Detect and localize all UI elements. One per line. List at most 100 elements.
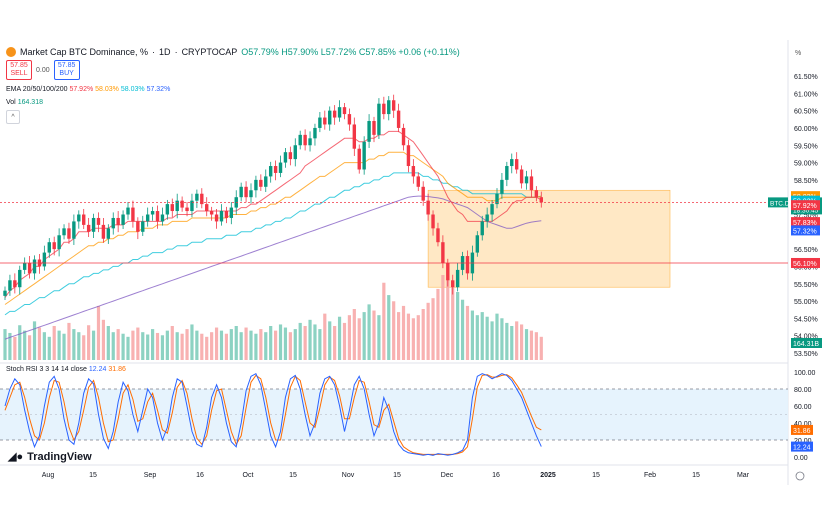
candle-body: [436, 228, 440, 243]
candle-body: [131, 207, 135, 222]
candle-body: [387, 100, 391, 115]
candle-body: [268, 166, 273, 177]
sell-price: 57.85: [10, 62, 28, 69]
time-tick-label: Mar: [737, 472, 750, 479]
collapse-legend-button[interactable]: ^: [6, 110, 20, 124]
volume-bar: [510, 326, 514, 360]
candle-body: [273, 166, 278, 173]
candle-body: [382, 103, 386, 115]
candle-body: [505, 166, 509, 180]
candle-body: [485, 214, 489, 222]
candle-body: [254, 179, 258, 191]
time-tick-label: 15: [692, 472, 700, 479]
volume-bar: [470, 310, 474, 360]
ema-legend[interactable]: EMA 20/50/100/200 57.92% 58.03% 58.03% 5…: [6, 86, 170, 93]
tradingview-mark-icon: ◢●: [8, 451, 24, 463]
stoch-rsi-d-value: 31.86: [108, 366, 126, 373]
time-tick-label: 2025: [540, 472, 556, 479]
candle-body: [426, 200, 430, 215]
candle-body: [539, 197, 543, 203]
settings-gear-icon: [795, 471, 805, 481]
sell-button[interactable]: 57.85 SELL: [6, 60, 32, 80]
volume-bar: [392, 301, 396, 360]
candle-body: [22, 262, 27, 270]
symbol-tag-bg: [768, 197, 788, 208]
symbol-title[interactable]: Market Cap BTC Dominance, %: [20, 47, 149, 57]
candle-body: [323, 117, 327, 125]
candle-body: [91, 217, 96, 232]
volume-bar: [485, 316, 489, 360]
interval-label[interactable]: 1D: [159, 47, 171, 57]
time-tick-label: Aug: [42, 472, 55, 479]
volume-bar: [387, 295, 391, 360]
candle-body: [62, 228, 66, 236]
zone-layer: [427, 189, 671, 288]
candle-body: [52, 242, 56, 250]
candle-body: [372, 121, 376, 135]
rsi-value-tag-label: 12.24: [793, 445, 811, 452]
candle-body: [451, 280, 455, 288]
candle-body: [175, 200, 179, 212]
volume-bar: [42, 332, 46, 360]
volume-bar: [416, 315, 420, 360]
volume-bar: [411, 318, 415, 360]
volume-legend[interactable]: Vol 164.318: [6, 99, 43, 106]
time-tick-label: 15: [89, 472, 97, 479]
candle-body: [72, 221, 76, 239]
btc-logo-icon: [6, 47, 16, 57]
symbol-tag-label: BTC.D: [770, 200, 790, 207]
rsi-value-tag-bg: [791, 441, 813, 452]
price-tick-label: 55.50%: [794, 282, 818, 289]
rsi-tick-label: 0.00: [794, 455, 808, 462]
volume-bar: [515, 321, 519, 360]
volume-bar: [524, 329, 529, 360]
price-tick-label: 54.50%: [794, 316, 818, 323]
volume-bar: [406, 313, 411, 360]
candle-body: [209, 211, 214, 215]
ema-legend-title: EMA 20/50/100/200: [6, 86, 68, 93]
candle-body: [145, 214, 150, 222]
volume-bar: [318, 329, 322, 360]
candle-body: [391, 100, 396, 111]
volume-bar: [160, 335, 165, 360]
volume-bar: [367, 304, 371, 360]
time-tick-label: Feb: [644, 472, 656, 479]
volume-bar: [431, 298, 435, 360]
candle-body: [18, 269, 22, 288]
price-tick-label: 59.00%: [794, 161, 818, 168]
candle-body: [519, 169, 524, 184]
candle-body: [205, 204, 209, 212]
ema20-value: 57.92%: [69, 86, 94, 93]
countdown-label: 18:30:45: [793, 207, 819, 214]
volume-bar: [293, 329, 297, 360]
volume-bar: [505, 322, 509, 360]
candle-body: [357, 148, 361, 170]
candle-body: [416, 176, 420, 187]
axis-tag-bg: [791, 217, 820, 228]
candle-body: [352, 124, 357, 149]
rsi-value-tag-label: 31.86: [793, 428, 811, 435]
volume-bar: [313, 324, 317, 360]
volume-bar: [342, 322, 347, 360]
volume-bar: [500, 318, 504, 360]
volume-bar: [77, 332, 81, 360]
volume-bar: [451, 285, 455, 360]
percent-scale-label[interactable]: %: [795, 50, 802, 57]
volume-bar: [151, 329, 155, 360]
volume-bar: [136, 327, 140, 360]
price-tick-label: 59.50%: [794, 143, 818, 150]
candle-body: [411, 166, 416, 177]
volume-bar: [224, 333, 228, 360]
time-tick-label: 15: [592, 472, 600, 479]
axis-tag-label: 56.10%: [793, 261, 817, 268]
axis-tag-label: 57.92%: [793, 203, 817, 210]
volume-bar: [357, 318, 361, 360]
tradingview-logo[interactable]: ◢● TradingView: [8, 450, 92, 464]
volume-bar: [101, 319, 105, 360]
price-tick-label: 56.50%: [794, 247, 818, 254]
stoch-rsi-legend[interactable]: Stoch RSI 3 3 14 14 close 12.24 31.86: [6, 366, 126, 373]
volume-bar: [465, 305, 470, 360]
buy-button[interactable]: 57.85 BUY: [53, 60, 80, 80]
ema100-value: 58.03%: [120, 86, 145, 93]
